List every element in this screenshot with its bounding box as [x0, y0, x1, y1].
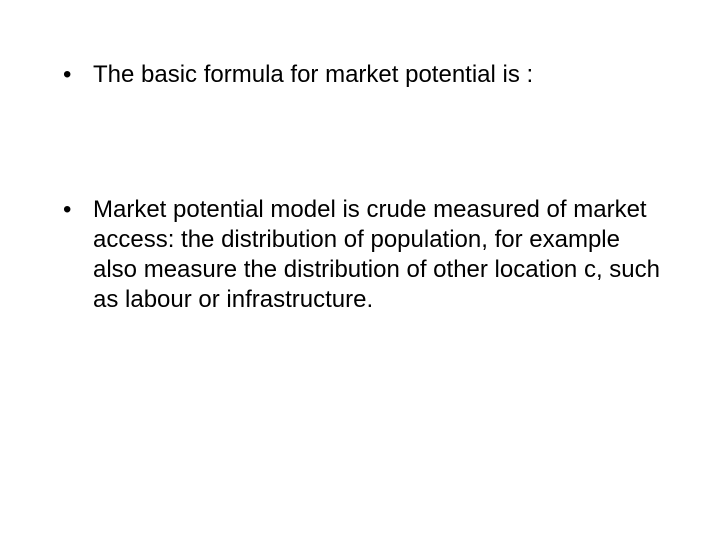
slide-content: The basic formula for market potential i…: [0, 0, 720, 540]
bullet-text: Market potential model is crude measured…: [93, 196, 660, 313]
bullet-list: The basic formula for market potential i…: [55, 60, 665, 315]
list-item: The basic formula for market potential i…: [55, 60, 665, 90]
bullet-text: The basic formula for market potential i…: [93, 61, 533, 88]
list-item: Market potential model is crude measured…: [55, 195, 665, 315]
